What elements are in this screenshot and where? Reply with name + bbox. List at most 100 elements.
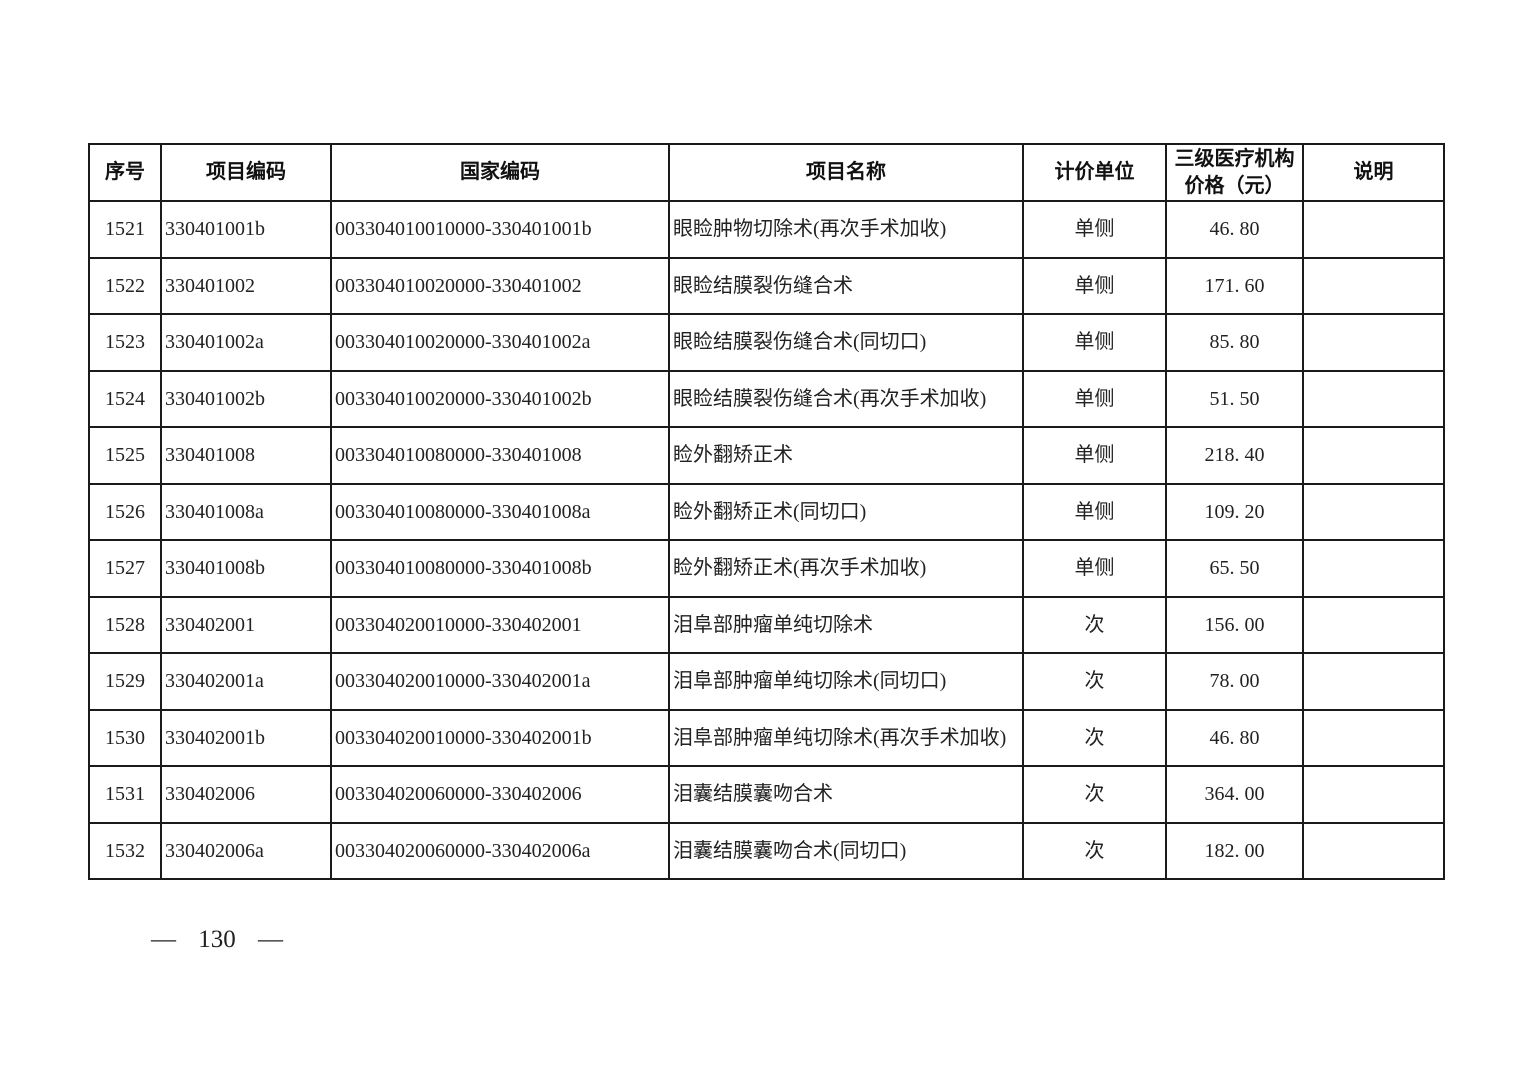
table-row: 1530 330402001b 003304020010000-33040200… [88, 708, 1445, 767]
table-row: 1529 330402001a 003304020010000-33040200… [88, 652, 1445, 711]
header-national-code: 国家编码 [330, 143, 670, 202]
note-cell [1302, 539, 1445, 598]
project-name-cell: 泪阜部肿瘤单纯切除术(同切口) [668, 652, 1024, 711]
seq-cell: 1528 [88, 595, 162, 654]
note-cell [1302, 313, 1445, 372]
header-project-code: 项目编码 [160, 143, 332, 202]
price-cell: 85. 80 [1165, 313, 1304, 372]
seq-cell: 1530 [88, 708, 162, 767]
national-code-cell: 003304010080000-330401008a [330, 482, 670, 541]
note-cell [1302, 426, 1445, 485]
project-name-cell: 睑外翻矫正术(同切口) [668, 482, 1024, 541]
table-row: 1522 330401002 003304010020000-330401002… [88, 256, 1445, 315]
table-row: 1526 330401008a 003304010080000-33040100… [88, 482, 1445, 541]
project-code-cell: 330402006 [160, 765, 332, 824]
seq-cell: 1527 [88, 539, 162, 598]
project-name-cell: 眼睑结膜裂伤缝合术 [668, 256, 1024, 315]
project-code-cell: 330402001a [160, 652, 332, 711]
project-code-cell: 330401008 [160, 426, 332, 485]
page-number: — 130 — [151, 926, 283, 953]
note-cell [1302, 765, 1445, 824]
unit-cell: 单侧 [1022, 256, 1167, 315]
project-name-cell: 眼睑结膜裂伤缝合术(再次手术加收) [668, 369, 1024, 428]
project-code-cell: 330401008a [160, 482, 332, 541]
seq-cell: 1522 [88, 256, 162, 315]
project-name-cell: 眼睑结膜裂伤缝合术(同切口) [668, 313, 1024, 372]
seq-cell: 1526 [88, 482, 162, 541]
national-code-cell: 003304010020000-330401002b [330, 369, 670, 428]
unit-cell: 次 [1022, 595, 1167, 654]
medical-price-table: 序号 项目编码 国家编码 项目名称 计价单位 三级医疗机构 价格（元） 说明 1… [88, 143, 1445, 880]
table-row: 1528 330402001 003304020010000-330402001… [88, 595, 1445, 654]
project-name-cell: 泪阜部肿瘤单纯切除术(再次手术加收) [668, 708, 1024, 767]
price-cell: 364. 00 [1165, 765, 1304, 824]
project-name-cell: 泪阜部肿瘤单纯切除术 [668, 595, 1024, 654]
header-seq: 序号 [88, 143, 162, 202]
header-pricing-unit: 计价单位 [1022, 143, 1167, 202]
price-cell: 156. 00 [1165, 595, 1304, 654]
note-cell [1302, 652, 1445, 711]
note-cell [1302, 821, 1445, 880]
note-cell [1302, 200, 1445, 259]
national-code-cell: 003304020010000-330402001b [330, 708, 670, 767]
project-name-cell: 泪囊结膜囊吻合术 [668, 765, 1024, 824]
project-code-cell: 330401002a [160, 313, 332, 372]
national-code-cell: 003304010010000-330401001b [330, 200, 670, 259]
header-note: 说明 [1302, 143, 1445, 202]
seq-cell: 1521 [88, 200, 162, 259]
project-code-cell: 330402006a [160, 821, 332, 880]
unit-cell: 单侧 [1022, 539, 1167, 598]
national-code-cell: 003304010080000-330401008 [330, 426, 670, 485]
unit-cell: 单侧 [1022, 200, 1167, 259]
unit-cell: 次 [1022, 708, 1167, 767]
price-cell: 65. 50 [1165, 539, 1304, 598]
project-code-cell: 330401001b [160, 200, 332, 259]
project-name-cell: 睑外翻矫正术(再次手术加收) [668, 539, 1024, 598]
table-row: 1532 330402006a 003304020060000-33040200… [88, 821, 1445, 880]
unit-cell: 次 [1022, 765, 1167, 824]
national-code-cell: 003304020060000-330402006 [330, 765, 670, 824]
national-code-cell: 003304020010000-330402001 [330, 595, 670, 654]
unit-cell: 单侧 [1022, 482, 1167, 541]
table-row: 1523 330401002a 003304010020000-33040100… [88, 313, 1445, 372]
price-cell: 51. 50 [1165, 369, 1304, 428]
header-project-name: 项目名称 [668, 143, 1024, 202]
note-cell [1302, 595, 1445, 654]
table-row: 1527 330401008b 003304010080000-33040100… [88, 539, 1445, 598]
note-cell [1302, 369, 1445, 428]
price-cell: 182. 00 [1165, 821, 1304, 880]
price-cell: 78. 00 [1165, 652, 1304, 711]
project-name-cell: 泪囊结膜囊吻合术(同切口) [668, 821, 1024, 880]
national-code-cell: 003304010020000-330401002 [330, 256, 670, 315]
seq-cell: 1531 [88, 765, 162, 824]
national-code-cell: 003304020060000-330402006a [330, 821, 670, 880]
seq-cell: 1525 [88, 426, 162, 485]
project-code-cell: 330401002 [160, 256, 332, 315]
table-header-row: 序号 项目编码 国家编码 项目名称 计价单位 三级医疗机构 价格（元） 说明 [88, 143, 1445, 202]
unit-cell: 单侧 [1022, 426, 1167, 485]
price-cell: 109. 20 [1165, 482, 1304, 541]
note-cell [1302, 708, 1445, 767]
seq-cell: 1532 [88, 821, 162, 880]
national-code-cell: 003304020010000-330402001a [330, 652, 670, 711]
project-name-cell: 眼睑肿物切除术(再次手术加收) [668, 200, 1024, 259]
project-code-cell: 330401002b [160, 369, 332, 428]
unit-cell: 单侧 [1022, 369, 1167, 428]
national-code-cell: 003304010080000-330401008b [330, 539, 670, 598]
project-code-cell: 330401008b [160, 539, 332, 598]
price-cell: 46. 80 [1165, 200, 1304, 259]
project-code-cell: 330402001 [160, 595, 332, 654]
table-row: 1524 330401002b 003304010020000-33040100… [88, 369, 1445, 428]
note-cell [1302, 482, 1445, 541]
seq-cell: 1529 [88, 652, 162, 711]
unit-cell: 次 [1022, 652, 1167, 711]
national-code-cell: 003304010020000-330401002a [330, 313, 670, 372]
header-tier3-price: 三级医疗机构 价格（元） [1165, 143, 1304, 202]
table-row: 1521 330401001b 003304010010000-33040100… [88, 200, 1445, 259]
seq-cell: 1523 [88, 313, 162, 372]
price-cell: 218. 40 [1165, 426, 1304, 485]
project-code-cell: 330402001b [160, 708, 332, 767]
table-row: 1525 330401008 003304010080000-330401008… [88, 426, 1445, 485]
table-row: 1531 330402006 003304020060000-330402006… [88, 765, 1445, 824]
